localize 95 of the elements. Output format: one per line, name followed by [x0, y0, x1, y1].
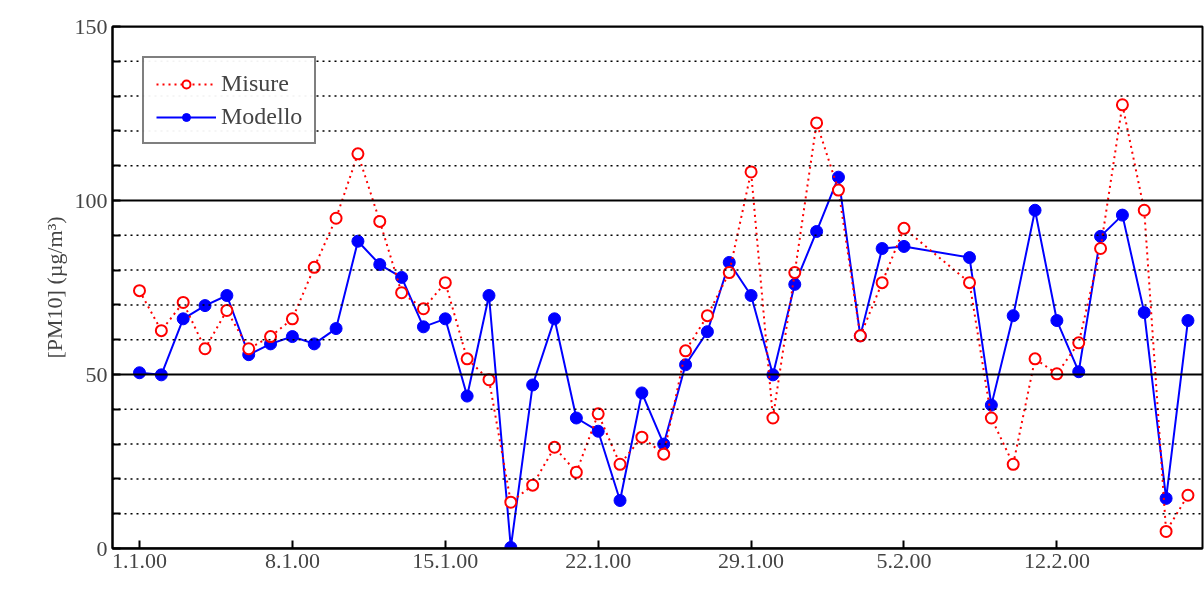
point [1115, 98, 1129, 112]
point [591, 407, 605, 421]
point [744, 289, 758, 302]
y-tick-label: 0 [96, 535, 108, 561]
point [1094, 242, 1108, 256]
point [176, 312, 190, 326]
point [416, 302, 430, 316]
point [1028, 203, 1042, 217]
point [198, 299, 212, 313]
x-tick-label: 1.1.00 [112, 547, 167, 573]
point [198, 342, 212, 356]
legend-label: Modello [221, 103, 303, 130]
point [307, 260, 321, 274]
point [897, 239, 911, 253]
point [526, 478, 540, 492]
point [657, 447, 671, 461]
point [220, 303, 234, 317]
point [635, 430, 649, 444]
point [1115, 208, 1129, 222]
point [1006, 309, 1020, 323]
point [569, 465, 583, 479]
point [1006, 457, 1020, 471]
point [329, 211, 343, 225]
point [373, 214, 387, 228]
x-tick-label: 5.2.00 [876, 547, 932, 573]
y-tick-label: 50 [85, 361, 108, 387]
point [351, 147, 365, 161]
point [285, 312, 299, 326]
point [700, 325, 714, 339]
point [679, 358, 693, 372]
point [1181, 314, 1195, 328]
point [831, 183, 845, 197]
point [1137, 306, 1151, 320]
point [548, 440, 562, 454]
legend-label: Misure [221, 70, 289, 97]
point [788, 277, 802, 291]
point [526, 378, 540, 392]
point [395, 270, 409, 284]
point [875, 242, 889, 256]
point [176, 295, 190, 309]
point [133, 284, 146, 298]
point [438, 312, 452, 326]
point [482, 289, 496, 302]
y-tick-label: 150 [74, 13, 108, 39]
point [1159, 524, 1173, 538]
point [766, 411, 780, 425]
point [831, 170, 845, 184]
point [264, 330, 278, 344]
point [1159, 491, 1173, 505]
point [285, 330, 299, 344]
point [1050, 314, 1064, 328]
x-tick-label: 22.1.00 [565, 547, 632, 573]
point [963, 276, 977, 290]
point [875, 276, 889, 290]
point [897, 221, 911, 235]
point [613, 457, 627, 471]
point [548, 312, 562, 326]
x-tick-label: 15.1.00 [412, 547, 479, 573]
point [504, 495, 518, 509]
y-axis-title: [PM10] (µg/m³) [41, 216, 67, 359]
point [351, 234, 365, 248]
x-tick-label: 8.1.00 [264, 547, 320, 573]
point [810, 224, 824, 238]
point [1072, 336, 1086, 350]
point [242, 342, 256, 356]
point [373, 258, 387, 272]
point [220, 289, 234, 302]
point [984, 398, 998, 412]
point [810, 116, 824, 130]
point [154, 324, 168, 338]
point [1137, 203, 1151, 217]
point [963, 251, 977, 265]
point [460, 389, 474, 403]
point [438, 276, 452, 290]
point [679, 344, 693, 358]
point [613, 493, 627, 507]
point [744, 165, 758, 179]
point [307, 337, 321, 351]
point [1028, 352, 1042, 366]
point [1181, 488, 1195, 502]
point [329, 322, 343, 336]
point [722, 266, 736, 280]
point [635, 386, 649, 400]
y-tick-label: 100 [74, 187, 108, 213]
x-tick-label: 12.2.00 [1023, 547, 1090, 573]
point [416, 320, 430, 334]
point [700, 309, 714, 323]
point [984, 411, 998, 425]
point [1094, 229, 1108, 243]
point [395, 286, 409, 300]
x-tick-label: 29.1.00 [718, 547, 785, 573]
point [591, 424, 605, 438]
point [569, 411, 583, 425]
point [460, 352, 474, 366]
point [788, 266, 802, 280]
